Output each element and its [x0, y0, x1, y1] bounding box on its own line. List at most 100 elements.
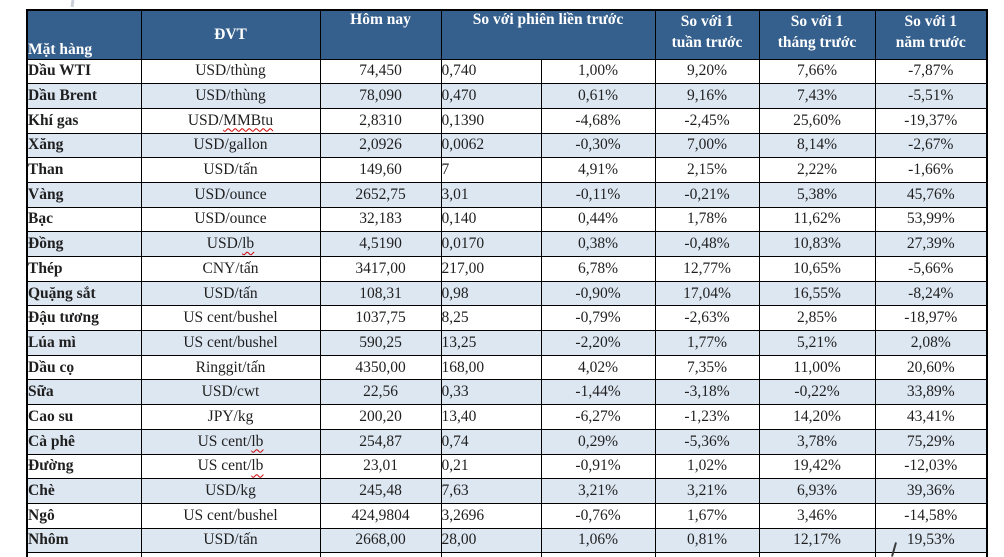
table-row: Thép CNY/tấn 3417,00 217,00 6,78% 12,77%…	[26, 256, 988, 282]
change-vs-prev-session-abs: 168,00	[440, 354, 542, 381]
change-vs-1-month-pct: 7,43%	[758, 83, 876, 109]
commodity-name: Đồng	[26, 231, 142, 257]
commodity-name: Khí gas	[26, 107, 142, 134]
change-vs-1-year-pct: -5,51%	[874, 83, 988, 109]
table-row: Đồng USD/lb 4,5190 0,0170 0,38% -0,48% 1…	[26, 231, 988, 257]
price-today: 2,0926	[319, 132, 442, 159]
commodity-name: Than	[26, 157, 142, 183]
table-row: Ngô US cent/bushel 424,9804 3,2696 -0,76…	[26, 502, 988, 529]
unit-text: USD/thùng	[195, 62, 266, 80]
commodity-unit: CNY/tấn	[140, 256, 321, 282]
commodity-unit: US cent/bushel	[140, 502, 321, 529]
price-today: 32,183	[319, 206, 442, 233]
change-vs-1-week-pct: 12,77%	[654, 256, 760, 282]
commodity-unit: USD/tấn	[140, 527, 321, 554]
change-vs-prev-session-abs: 0,740	[440, 58, 542, 85]
commodity-unit: USD/tấn	[140, 157, 321, 183]
change-vs-prev-session-abs: 217,00	[440, 256, 542, 282]
change-vs-1-year-pct: -14,58%	[874, 502, 988, 529]
table-row: Cà phê US cent/lb 254,87 0,74 0,29% -5,3…	[26, 428, 988, 455]
change-vs-1-year-pct: 20,60%	[874, 354, 988, 381]
price-today: 3417,00	[319, 256, 442, 282]
commodity-unit: USD/tấn	[140, 552, 321, 557]
change-vs-1-month-pct: 7,66%	[758, 58, 876, 85]
table-row: Sữa USD/cwt 22,56 0,33 -1,44% -3,18% -0,…	[26, 379, 988, 406]
unit-text: US cent/bushel	[183, 333, 278, 351]
unit-misspelled-text: MMBtu	[223, 111, 274, 129]
change-vs-1-year-pct: -1,66%	[874, 157, 988, 183]
change-vs-prev-session-pct: 0,45%	[540, 552, 656, 557]
table-row: Than USD/tấn 149,60 7 4,91% 2,15% 2,22% …	[26, 157, 988, 183]
change-vs-prev-session-pct: 1,00%	[540, 58, 656, 85]
change-vs-prev-session-pct: -0,91%	[540, 453, 656, 480]
change-vs-prev-session-pct: -6,27%	[540, 404, 656, 430]
col-header-hom-nay: Hôm nay	[319, 9, 442, 60]
change-vs-1-year-pct: -5,66%	[874, 256, 988, 282]
commodity-unit: USD/ounce	[140, 181, 321, 208]
change-vs-prev-session-pct: 3,21%	[540, 478, 656, 504]
commodity-name: Xăng	[26, 132, 142, 159]
change-vs-prev-session-pct: 0,29%	[540, 428, 656, 455]
change-vs-prev-session-abs: 13,40	[440, 404, 542, 430]
commodity-unit: USD/ounce	[140, 206, 321, 233]
change-vs-1-week-pct: -0,48%	[654, 231, 760, 257]
table-row: Đường US cent/lb 23,01 0,21 -0,91% 1,02%…	[26, 453, 988, 480]
price-today: 1037,75	[319, 305, 442, 332]
change-vs-1-month-pct: -0,22%	[758, 379, 876, 406]
price-today: 424,9804	[319, 502, 442, 529]
change-vs-1-year-pct: -12,03%	[874, 453, 988, 480]
table-row: Chè USD/kg 245,48 7,63 3,21% 3,21% 6,93%…	[26, 478, 988, 504]
commodity-name: Dầu WTI	[26, 58, 142, 85]
change-vs-1-week-pct: 7,35%	[654, 354, 760, 381]
commodity-name: Quặng sắt	[26, 280, 142, 307]
change-vs-1-year-pct: 33,89%	[874, 379, 988, 406]
change-vs-prev-session-pct: -0,90%	[540, 280, 656, 307]
change-vs-prev-session-pct: -0,76%	[540, 502, 656, 529]
commodity-unit: USD/lb	[140, 231, 321, 257]
table-row: Bạc USD/ounce 32,183 0,140 0,44% 1,78% 1…	[26, 206, 988, 233]
commodity-name: Nickel	[26, 552, 142, 557]
commodity-unit: USD/kg	[140, 478, 321, 504]
commodity-unit: USD/tấn	[140, 280, 321, 307]
change-vs-prev-session-abs: 3,01	[440, 181, 542, 208]
unit-text: US cent/bushel	[183, 506, 278, 524]
price-today: 254,87	[319, 428, 442, 455]
price-today: 590,25	[319, 330, 442, 356]
table-header-row: Mặt hàng ĐVT Hôm nay So với phiên liền t…	[26, 9, 988, 60]
commodity-name: Dầu Brent	[26, 83, 142, 109]
price-today: 22,56	[319, 379, 442, 406]
change-vs-1-year-pct: 45,76%	[874, 181, 988, 208]
col-header-dvt: ĐVT	[140, 9, 321, 60]
change-vs-prev-session-abs: 0,140	[440, 206, 542, 233]
table-row: Vàng USD/ounce 2652,75 3,01 -0,11% -0,21…	[26, 181, 988, 208]
table-row: Dầu cọ Ringgit/tấn 4350,00 168,00 4,02% …	[26, 354, 988, 381]
commodity-name: Nhôm	[26, 527, 142, 554]
change-vs-1-week-pct: 7,00%	[654, 132, 760, 159]
change-vs-1-month-pct: 8,14%	[758, 132, 876, 159]
commodity-unit: US cent/bushel	[140, 330, 321, 356]
commodity-name: Sữa	[26, 379, 142, 406]
change-vs-1-year-pct: 39,36%	[874, 478, 988, 504]
change-vs-1-week-pct: 1,67%	[654, 502, 760, 529]
change-vs-prev-session-pct: -0,11%	[540, 181, 656, 208]
change-vs-prev-session-abs: 7,63	[440, 478, 542, 504]
price-today: 4350,00	[319, 354, 442, 381]
change-vs-prev-session-abs: 0,98	[440, 280, 542, 307]
change-vs-prev-session-pct: 6,78%	[540, 256, 656, 282]
commodity-name: Đường	[26, 453, 142, 480]
change-vs-1-week-pct: 9,20%	[654, 58, 760, 85]
unit-text: USD/cwt	[201, 383, 260, 401]
table-row: Cao su JPY/kg 200,20 13,40 -6,27% -1,23%…	[26, 404, 988, 430]
change-vs-1-year-pct: -8,24%	[874, 280, 988, 307]
commodity-name: Dầu cọ	[26, 354, 142, 381]
change-vs-prev-session-abs: 28,00	[440, 527, 542, 554]
change-vs-prev-session-abs: 0,0062	[440, 132, 542, 159]
commodity-name: Cà phê	[26, 428, 142, 455]
unit-text: Ringgit/tấn	[195, 358, 266, 376]
price-today: 2,8310	[319, 107, 442, 134]
unit-text: USD/tấn	[203, 531, 258, 549]
change-vs-1-month-pct: 3,78%	[758, 428, 876, 455]
unit-text: USD/ounce	[194, 210, 267, 228]
change-vs-1-month-pct: 3,46%	[758, 502, 876, 529]
commodity-unit: USD/cwt	[140, 379, 321, 406]
